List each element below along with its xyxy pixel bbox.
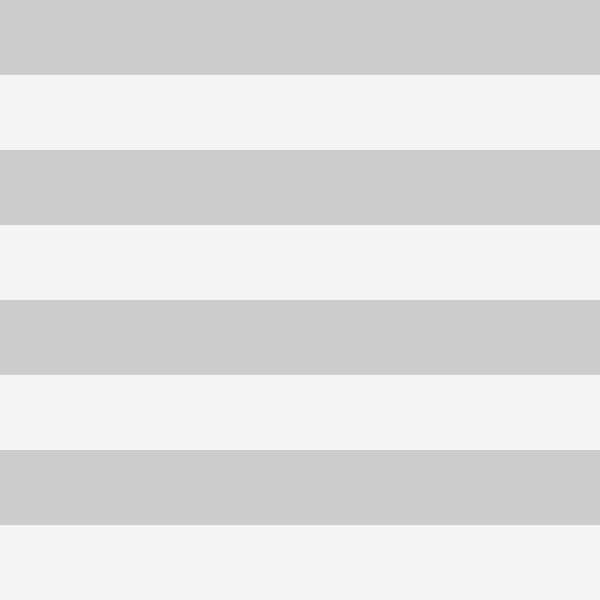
skeleton-stripe-0 bbox=[0, 0, 600, 75]
skeleton-stripe-6 bbox=[0, 450, 600, 525]
skeleton-stripe-1 bbox=[0, 75, 600, 150]
skeleton-stripe-7 bbox=[0, 525, 600, 600]
skeleton-stripe-4 bbox=[0, 300, 600, 375]
skeleton-stripe-3 bbox=[0, 225, 600, 300]
skeleton-stripe-2 bbox=[0, 150, 600, 225]
skeleton-stripe-5 bbox=[0, 375, 600, 450]
